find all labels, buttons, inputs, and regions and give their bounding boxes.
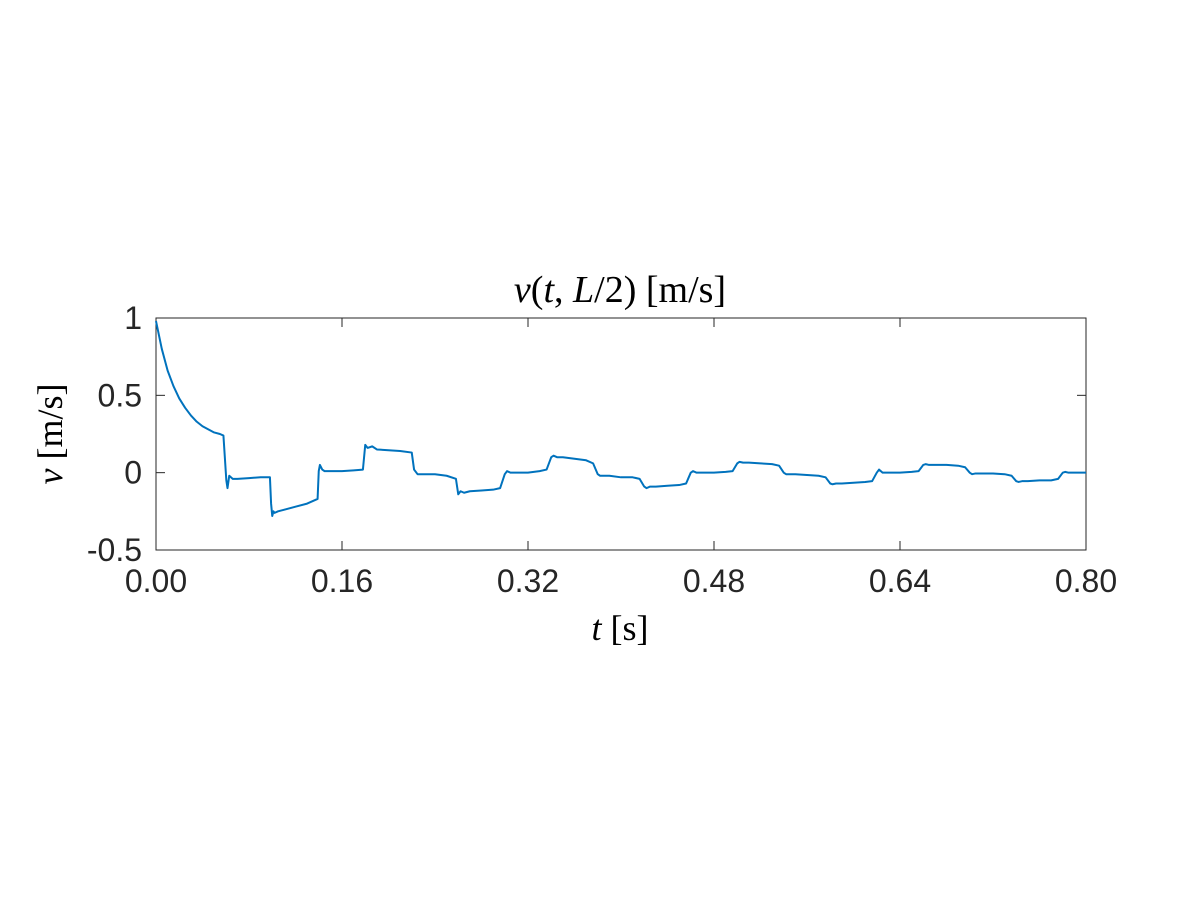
x-axis-ticks: 0.00 0.16 0.32 0.48 0.64 0.80 [125,318,1117,599]
x-tick-label: 0.64 [869,563,931,599]
x-tick-label: 0.16 [311,563,373,599]
x-tick-label: 0.00 [125,563,187,599]
series-layer [155,320,1086,517]
chart-title: v(t, L/2) [m/s] [514,269,726,311]
ylabel-unit: [m/s] [30,384,70,469]
y-tick-label: -0.5 [87,532,142,568]
y-axis-ticks: -0.5 0 0.5 1 [87,300,1086,568]
title-v: v [514,269,531,311]
series-line-0 [155,320,1086,517]
x-tick-label: 0.80 [1055,563,1117,599]
title-rest: /2) [m/s] [594,269,726,311]
x-axis-label: t [s] [591,608,648,648]
title-comma: , [554,269,573,311]
xlabel-var: t [591,608,602,648]
title-open: ( [531,269,544,311]
y-tick-label: 0.5 [98,377,142,413]
x-tick-label: 0.48 [683,563,745,599]
y-tick-label: 1 [124,300,142,336]
title-L: L [572,269,594,311]
ylabel-var: v [30,468,70,484]
y-axis-label: v [m/s] [30,384,70,485]
y-tick-label: 0 [124,455,142,491]
plot-area [155,317,1087,551]
title-t: t [543,269,555,311]
x-tick-label: 0.32 [497,563,559,599]
xlabel-unit: [s] [602,608,649,648]
